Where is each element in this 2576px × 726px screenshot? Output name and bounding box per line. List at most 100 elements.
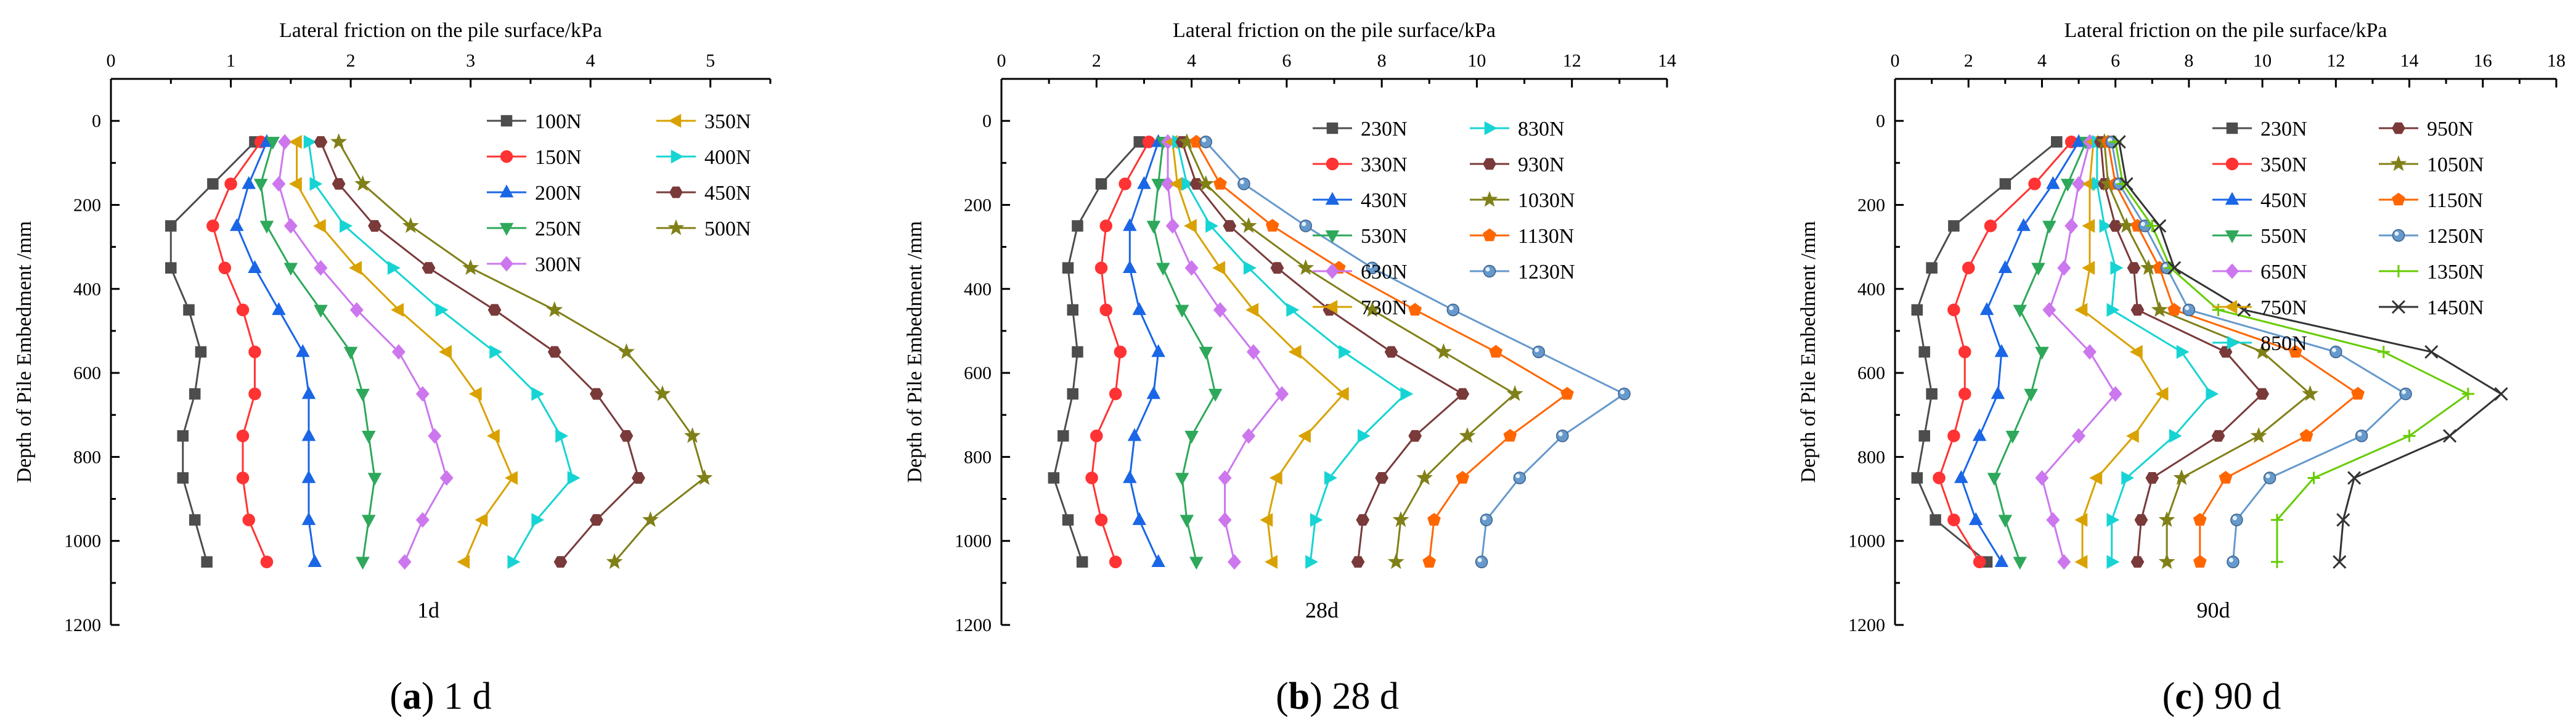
marker-highlight bbox=[1202, 137, 1207, 142]
data-point bbox=[1503, 428, 1517, 442]
x-axis-title: Lateral friction on the pile surface/kPa bbox=[1173, 19, 1496, 42]
data-point bbox=[2256, 388, 2269, 400]
data-point bbox=[1175, 473, 1189, 486]
data-point bbox=[2130, 304, 2145, 316]
marker-highlight bbox=[1515, 473, 1520, 478]
data-point bbox=[1408, 303, 1422, 316]
data-point bbox=[314, 260, 328, 276]
data-point bbox=[2302, 385, 2319, 401]
legend-label: 750N bbox=[2260, 296, 2307, 319]
data-point bbox=[2263, 471, 2276, 484]
data-point bbox=[2064, 218, 2079, 234]
series-1450N bbox=[2112, 135, 2508, 569]
series-830N bbox=[1172, 134, 1414, 569]
legend-marker bbox=[669, 186, 683, 198]
data-point bbox=[2134, 514, 2148, 526]
data-point bbox=[1987, 473, 2002, 486]
data-point bbox=[1184, 260, 1199, 276]
data-point bbox=[330, 133, 348, 149]
y-tick-label: 1200 bbox=[64, 615, 101, 635]
data-point bbox=[1618, 387, 1631, 401]
legend-label: 230N bbox=[1361, 118, 1408, 141]
data-point bbox=[2057, 554, 2071, 570]
legend-marker bbox=[2227, 335, 2240, 350]
x-tick-label: 4 bbox=[586, 51, 595, 71]
data-point bbox=[1994, 344, 2009, 357]
series-line bbox=[2040, 141, 2117, 563]
caption-letter: b bbox=[1289, 675, 1310, 717]
data-point bbox=[1242, 428, 1256, 444]
data-point bbox=[2336, 513, 2350, 527]
x-tick-label: 2 bbox=[346, 51, 356, 71]
data-point bbox=[2028, 177, 2041, 190]
series-850N bbox=[2092, 134, 2219, 569]
x-tick-label: 3 bbox=[466, 51, 475, 71]
data-point bbox=[1456, 471, 1470, 484]
data-point bbox=[1199, 346, 1213, 360]
data-point bbox=[1911, 472, 1923, 484]
marker-highlight bbox=[2394, 231, 2399, 236]
age-label: 28d bbox=[1305, 598, 1339, 622]
legend-marker bbox=[2392, 122, 2405, 134]
data-point bbox=[1123, 470, 1137, 483]
series-1130N bbox=[1189, 134, 1574, 568]
age-label: 1d bbox=[417, 598, 439, 622]
data-point bbox=[301, 428, 316, 441]
data-point bbox=[1560, 386, 1574, 400]
data-point bbox=[397, 554, 412, 570]
data-point bbox=[1954, 470, 1968, 483]
legend-label: 830N bbox=[1518, 118, 1565, 141]
data-point bbox=[439, 470, 454, 486]
series-930N bbox=[1175, 136, 1470, 568]
chart-panel-c: 0 2 4 6 8 10 12 14 16 18 0 200 400 600 800 1000 1200 Late… bbox=[1797, 19, 2566, 717]
y-tick-label: 1200 bbox=[1848, 615, 1885, 635]
data-point bbox=[1184, 431, 1199, 444]
legend-marker bbox=[667, 219, 685, 235]
x-tick-label: 0 bbox=[107, 51, 116, 71]
legend-label: 630N bbox=[1361, 261, 1408, 283]
data-point bbox=[1181, 177, 1195, 191]
data-point bbox=[1123, 218, 1137, 231]
data-point bbox=[1335, 386, 1349, 401]
legend-marker bbox=[2392, 229, 2405, 242]
data-point bbox=[253, 179, 268, 192]
data-point bbox=[165, 262, 177, 274]
data-point bbox=[1109, 555, 1122, 569]
data-point bbox=[2461, 388, 2474, 401]
data-point bbox=[2333, 555, 2347, 569]
legend-marker bbox=[2390, 155, 2407, 171]
x-tick-label: 6 bbox=[2111, 51, 2120, 71]
marker-highlight bbox=[1302, 222, 1306, 227]
marker-highlight bbox=[1449, 306, 1454, 311]
data-point bbox=[260, 555, 274, 569]
data-point bbox=[1339, 345, 1352, 359]
data-point bbox=[2288, 345, 2302, 358]
y-axis-title: Depth of Pile Embedment /mm bbox=[903, 221, 926, 483]
data-point bbox=[1237, 177, 1250, 190]
legend-item: 450N bbox=[656, 182, 751, 205]
data-point bbox=[1137, 176, 1151, 189]
legend-item: 930N bbox=[1470, 153, 1565, 176]
data-point bbox=[2074, 513, 2088, 527]
legend-label: 1230N bbox=[1518, 261, 1575, 283]
data-point bbox=[1918, 346, 1930, 358]
data-point bbox=[489, 345, 503, 359]
data-point bbox=[1213, 302, 1227, 318]
data-point bbox=[1427, 513, 1441, 526]
legend-marker bbox=[668, 113, 682, 128]
data-point bbox=[1475, 555, 1488, 569]
data-point bbox=[1270, 262, 1284, 274]
data-point bbox=[2099, 219, 2113, 233]
data-point bbox=[2051, 136, 2063, 148]
age-label: 90d bbox=[2197, 598, 2230, 622]
y-tick-label: 400 bbox=[1857, 279, 1885, 300]
legend-item: 350N bbox=[2212, 153, 2307, 176]
data-point bbox=[242, 176, 256, 189]
marker-highlight bbox=[2232, 516, 2237, 521]
series-350N bbox=[288, 134, 518, 569]
legend-item: 830N bbox=[1470, 118, 1565, 141]
legend-marker bbox=[499, 222, 514, 236]
series-350N bbox=[1933, 135, 2078, 569]
data-point bbox=[546, 301, 563, 317]
data-point bbox=[1298, 429, 1311, 443]
